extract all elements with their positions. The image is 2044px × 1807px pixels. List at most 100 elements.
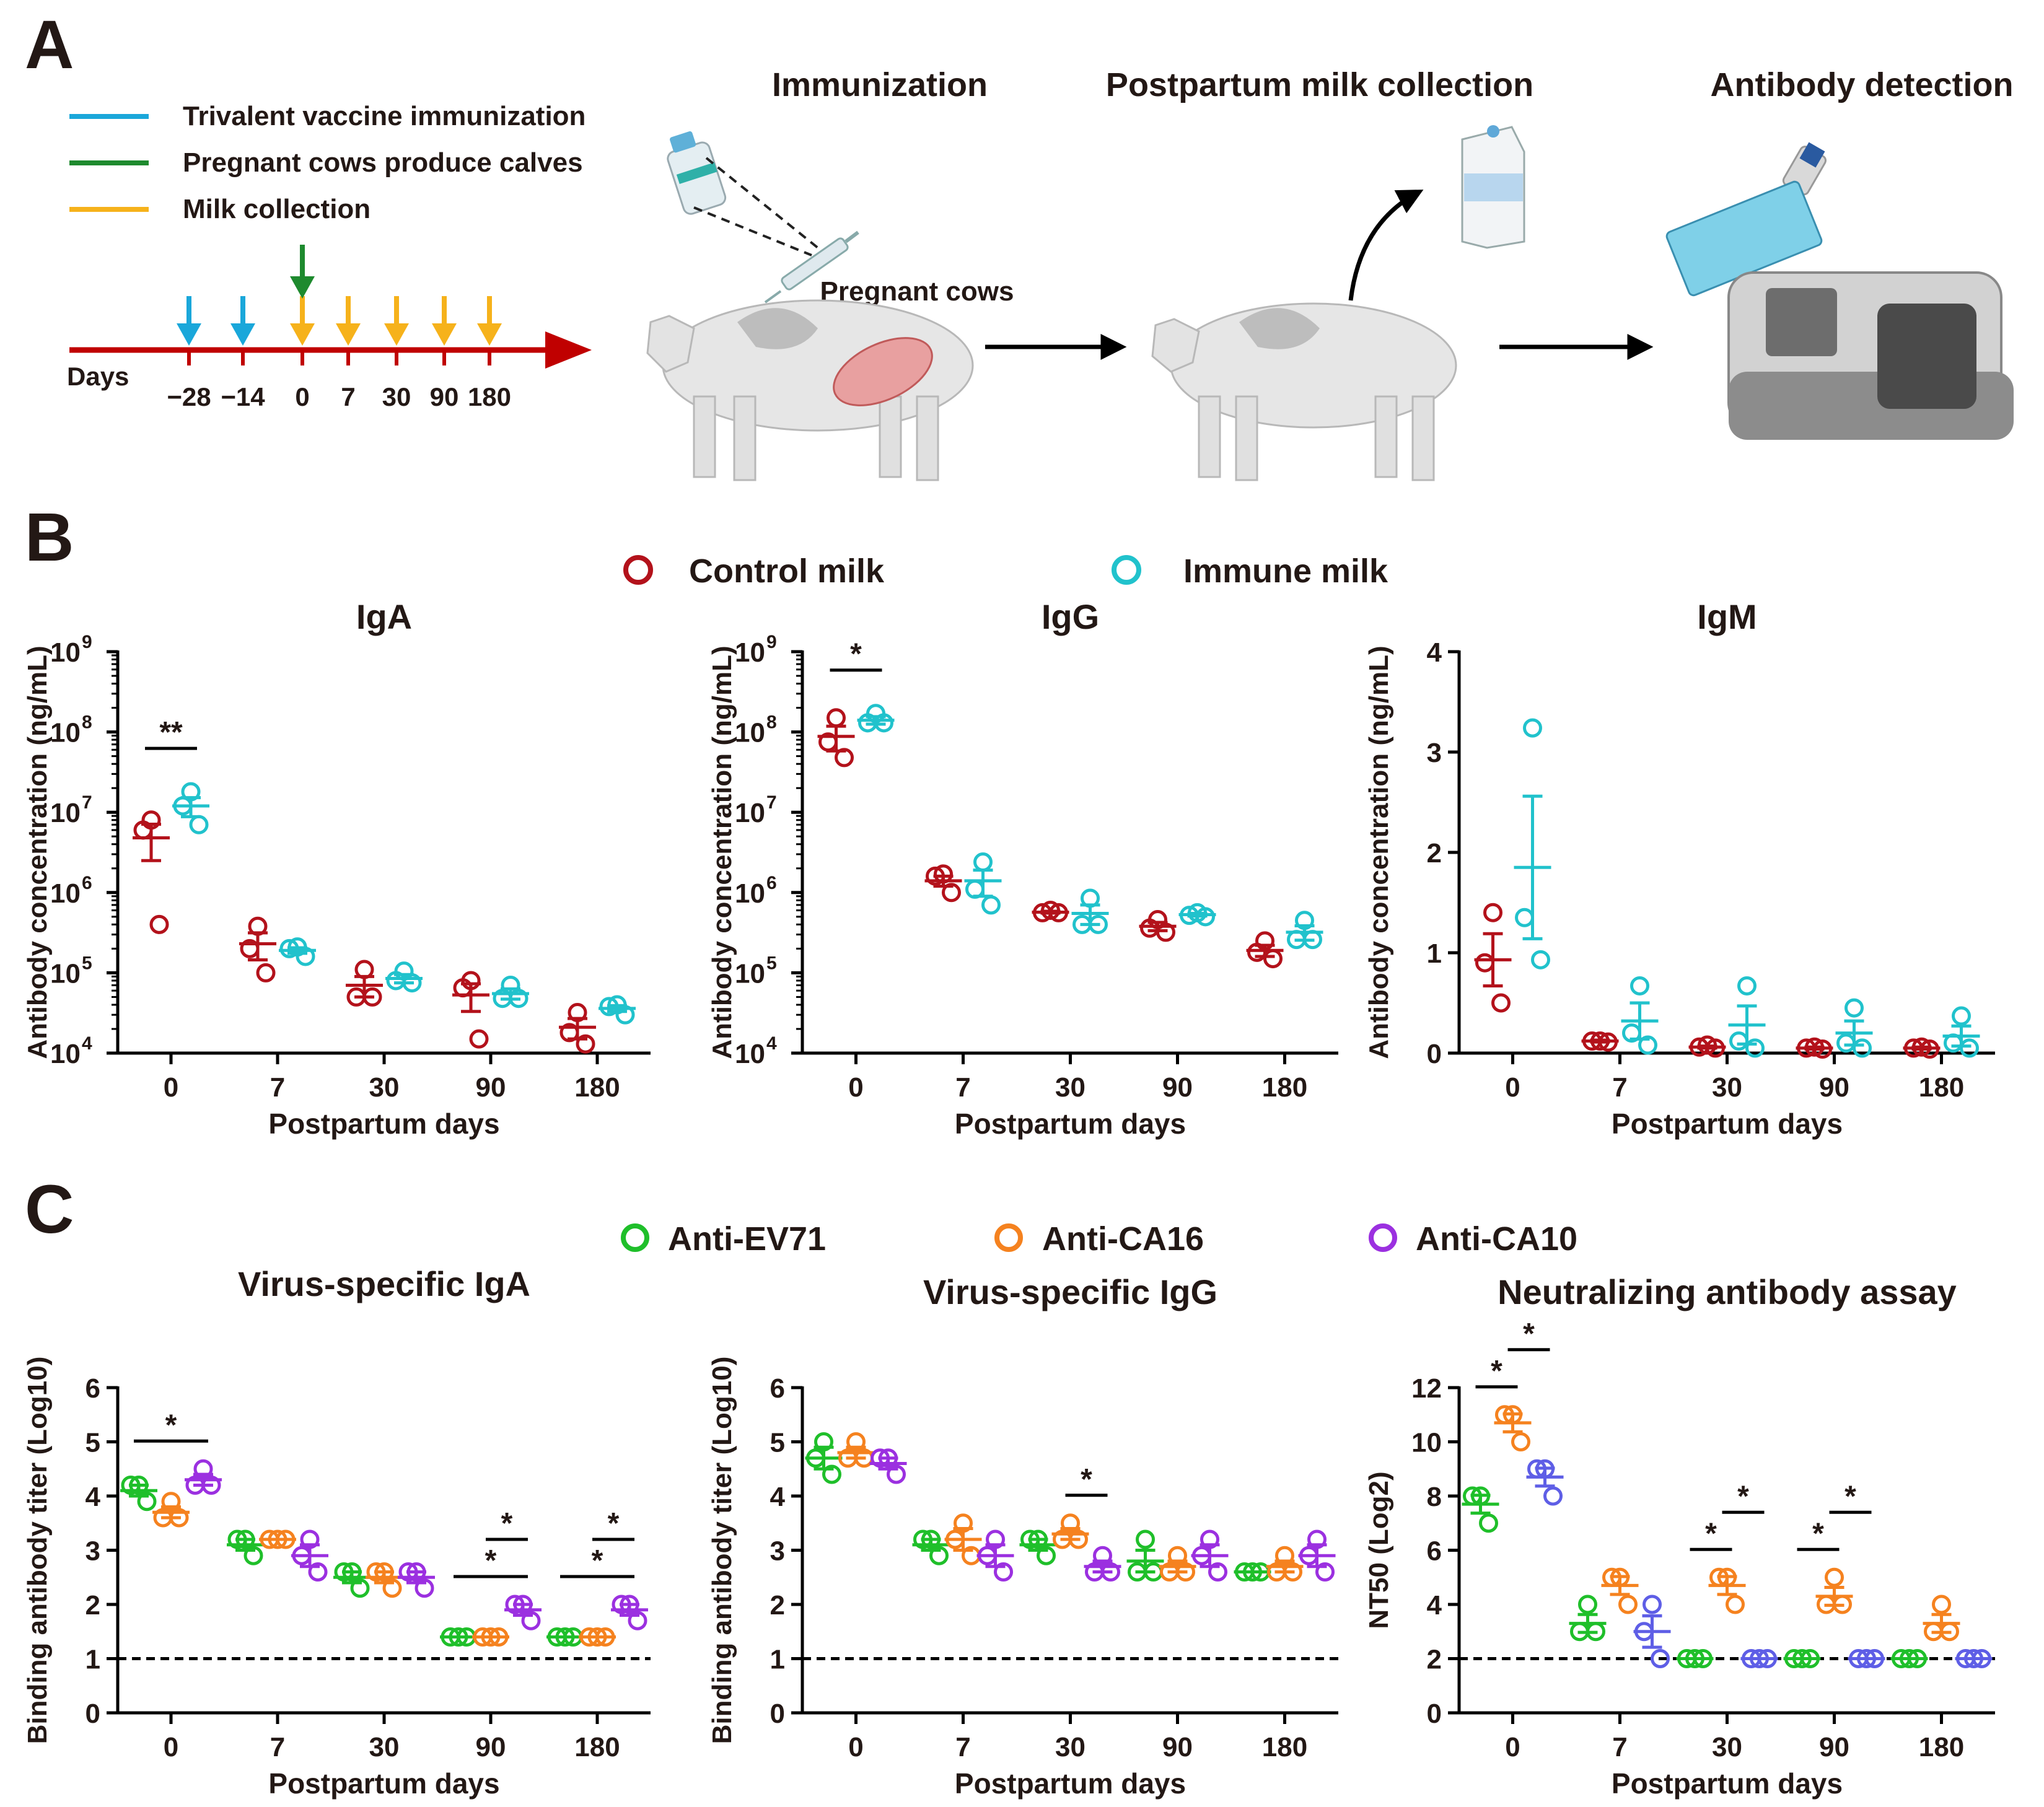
timeline-tick-label: 180 [468, 382, 511, 411]
data-point [1745, 1038, 1765, 1058]
y-tick-label: 6 [1427, 1536, 1442, 1567]
y-tick-label: 5 [86, 1428, 100, 1458]
y-tick-exponent: 6 [766, 873, 777, 893]
data-point [1515, 908, 1534, 927]
data-point [1849, 1649, 1868, 1668]
data-point [1033, 903, 1052, 922]
data-point [173, 796, 193, 816]
data-point [887, 1464, 906, 1484]
data-point [1825, 1567, 1844, 1587]
y-tick-label: 10 [735, 637, 765, 668]
data-point [366, 1562, 386, 1582]
data-point [579, 1627, 599, 1647]
significance-label: * [501, 1507, 513, 1540]
data-point [193, 1459, 213, 1479]
data-point [1857, 1649, 1876, 1668]
data-point [1586, 1622, 1605, 1642]
data-point [835, 748, 854, 768]
timeline-days-label: Days [67, 362, 129, 391]
y-tick-label: 10 [50, 718, 81, 748]
y-tick-label: 6 [770, 1373, 785, 1404]
data-point [415, 1578, 434, 1598]
y-tick-label: 2 [86, 1590, 100, 1621]
data-point [1737, 976, 1757, 995]
data-point [595, 1627, 615, 1647]
y-tick-label: 1 [770, 1645, 785, 1675]
data-point [1924, 1622, 1943, 1642]
y-axis-label: Antibody concentration (ng/mL) [1364, 645, 1394, 1059]
timeline: Days −28 −14 0 7 30 90 180 [67, 245, 592, 411]
significance-label: * [608, 1507, 620, 1540]
data-point [1303, 930, 1322, 950]
data-point [576, 1034, 595, 1054]
data-point [1491, 993, 1511, 1013]
x-tick-label: 30 [369, 1072, 400, 1103]
data-point [879, 1448, 898, 1468]
pipette-icon [1665, 142, 1827, 297]
data-point [1295, 911, 1314, 930]
y-tick-label: 10 [50, 958, 81, 989]
legend-b-marker-control [623, 555, 653, 585]
y-tick-label: 10 [50, 1039, 81, 1069]
legend-b: Control milk Immune milk [623, 553, 1388, 590]
y-tick-label: 10 [735, 1039, 765, 1069]
data-point [1582, 1031, 1602, 1051]
x-tick-label: 90 [1162, 1072, 1193, 1103]
data-point [181, 782, 201, 802]
data-point [296, 947, 315, 966]
data-point [1634, 1622, 1654, 1642]
data-point [1029, 1529, 1048, 1549]
data-point [243, 1546, 263, 1565]
data-point [1287, 930, 1306, 950]
data-point [1865, 1649, 1884, 1668]
data-point [1069, 1529, 1088, 1549]
data-point [814, 1432, 833, 1451]
data-point [1140, 918, 1159, 938]
data-point [402, 973, 422, 993]
data-point [276, 1529, 296, 1549]
data-point [1602, 1567, 1621, 1587]
data-point [1089, 914, 1108, 934]
x-tick-label: 7 [270, 1732, 285, 1762]
y-tick-label: 4 [770, 1482, 786, 1512]
data-point [1247, 942, 1266, 962]
y-axis-label: Binding antibody titer (Log10) [22, 1357, 53, 1744]
chart-title: IgA [356, 597, 412, 636]
data-point [822, 1464, 841, 1484]
data-point [1136, 1529, 1155, 1549]
significance-label: * [1844, 1480, 1856, 1513]
x-tick-label: 30 [369, 1732, 400, 1762]
legend-b-text-control: Control milk [689, 553, 885, 590]
data-point [1944, 1033, 1963, 1053]
data-point [1685, 1649, 1704, 1668]
timeline-event-arrowhead [336, 323, 361, 346]
data-point [1932, 1595, 1951, 1614]
data-point [1463, 1486, 1482, 1506]
data-point [1128, 1562, 1147, 1582]
data-point [1960, 1038, 1979, 1058]
significance-label: * [1081, 1463, 1092, 1496]
data-point [874, 713, 893, 733]
data-point [559, 1023, 579, 1043]
x-axis-label: Postpartum days [1612, 1767, 1843, 1800]
data-point [1475, 953, 1494, 973]
data-point [587, 1627, 607, 1647]
chart-title: IgG [1042, 597, 1099, 636]
cow-icon [1151, 302, 1457, 481]
data-point [1940, 1622, 1959, 1642]
data-point [481, 1627, 501, 1647]
timeline-event-arrowhead [432, 323, 457, 346]
legend-text-milk: Milk collection [183, 194, 371, 224]
data-point [227, 1529, 247, 1549]
y-tick-exponent: 4 [82, 1033, 92, 1054]
timeline-tick-label: −14 [221, 382, 265, 411]
data-point [1792, 1649, 1812, 1668]
significance-label: * [1737, 1480, 1749, 1513]
data-point [1784, 1649, 1804, 1668]
y-tick-label: 10 [1411, 1428, 1442, 1458]
data-point [509, 989, 529, 1009]
y-tick-label: 10 [50, 798, 81, 828]
x-tick-label: 180 [574, 1732, 620, 1762]
legend-b-marker-immune [1112, 555, 1141, 585]
